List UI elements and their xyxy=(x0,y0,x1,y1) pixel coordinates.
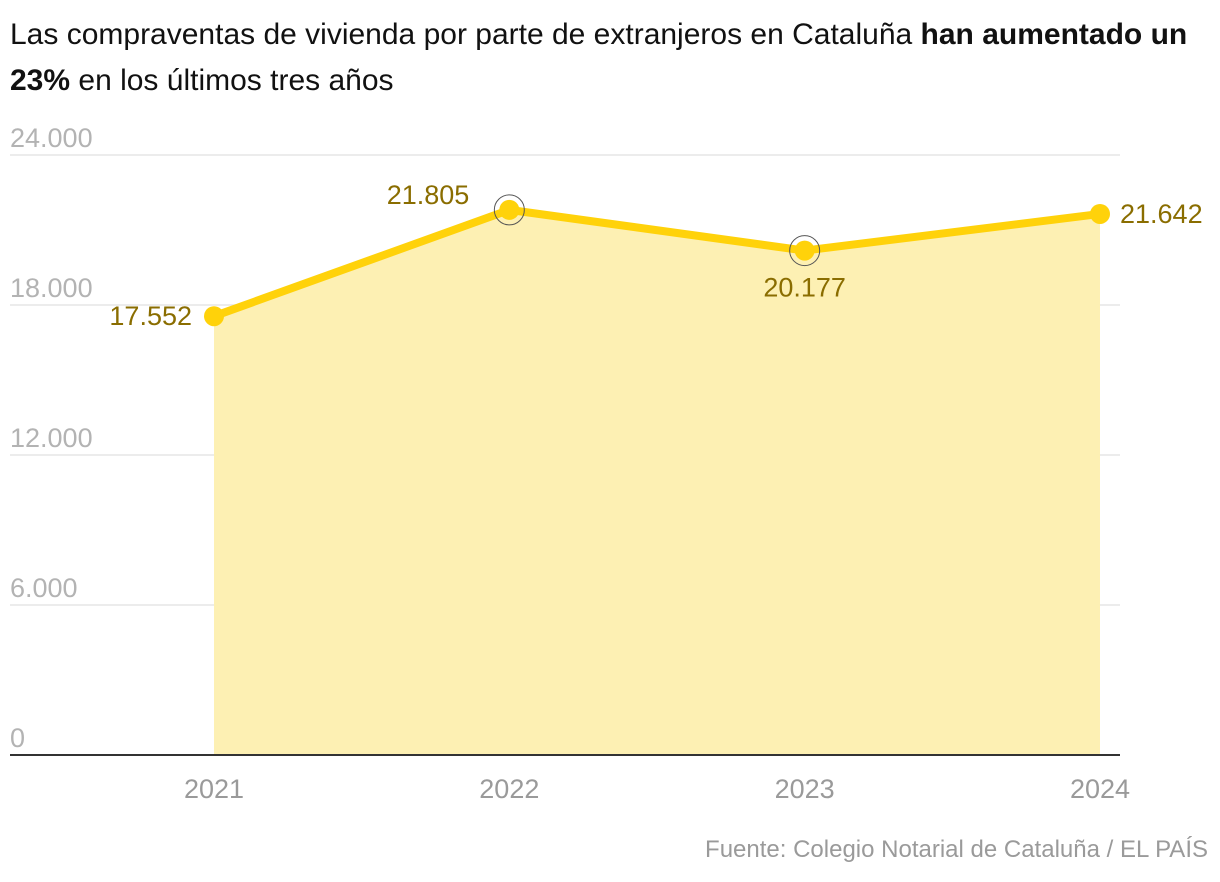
title-part-1: Las compraventas de vivienda por parte d… xyxy=(10,18,921,51)
data-point xyxy=(794,240,815,261)
highlight-ring xyxy=(493,194,525,226)
chart-title: Las compraventas de vivienda por parte d… xyxy=(10,12,1200,104)
y-tick-label: 18.000 xyxy=(10,273,93,303)
data-label: 20.177 xyxy=(763,273,846,303)
data-points xyxy=(204,194,1110,327)
x-tick-labels: 2021 2022 2023 2024 xyxy=(184,774,1130,804)
data-point xyxy=(204,306,224,327)
data-label: 17.552 xyxy=(109,301,192,331)
area-fill-path xyxy=(214,209,1100,755)
title-highlight: han aumentado un 23% xyxy=(10,18,1188,97)
x-tick-label: 2024 xyxy=(1070,774,1130,804)
data-point xyxy=(499,199,520,220)
data-labels: 17.552 21.805 20.177 21.642 xyxy=(109,180,1202,331)
y-tick-label: 0 xyxy=(10,723,25,753)
highlight-ring xyxy=(789,235,821,267)
y-tick-label: 24.000 xyxy=(10,123,93,153)
series-line xyxy=(210,205,1104,321)
data-label: 21.805 xyxy=(387,180,470,210)
x-tick-label: 2021 xyxy=(184,774,244,804)
source-note: Fuente: Colegio Notarial de Cataluña / E… xyxy=(705,836,1208,863)
area-fill xyxy=(214,209,1100,755)
title-part-2: en los últimos tres años xyxy=(70,64,394,97)
y-tick-label: 12.000 xyxy=(10,423,93,453)
y-tick-label: 6.000 xyxy=(10,573,78,603)
series-line-path xyxy=(210,205,1104,321)
data-point xyxy=(1090,203,1110,224)
x-tick-label: 2022 xyxy=(479,774,539,804)
x-tick-label: 2023 xyxy=(775,774,835,804)
y-tick-labels: 0 6.000 12.000 18.000 24.000 xyxy=(10,123,93,753)
data-label: 21.642 xyxy=(1120,199,1203,229)
